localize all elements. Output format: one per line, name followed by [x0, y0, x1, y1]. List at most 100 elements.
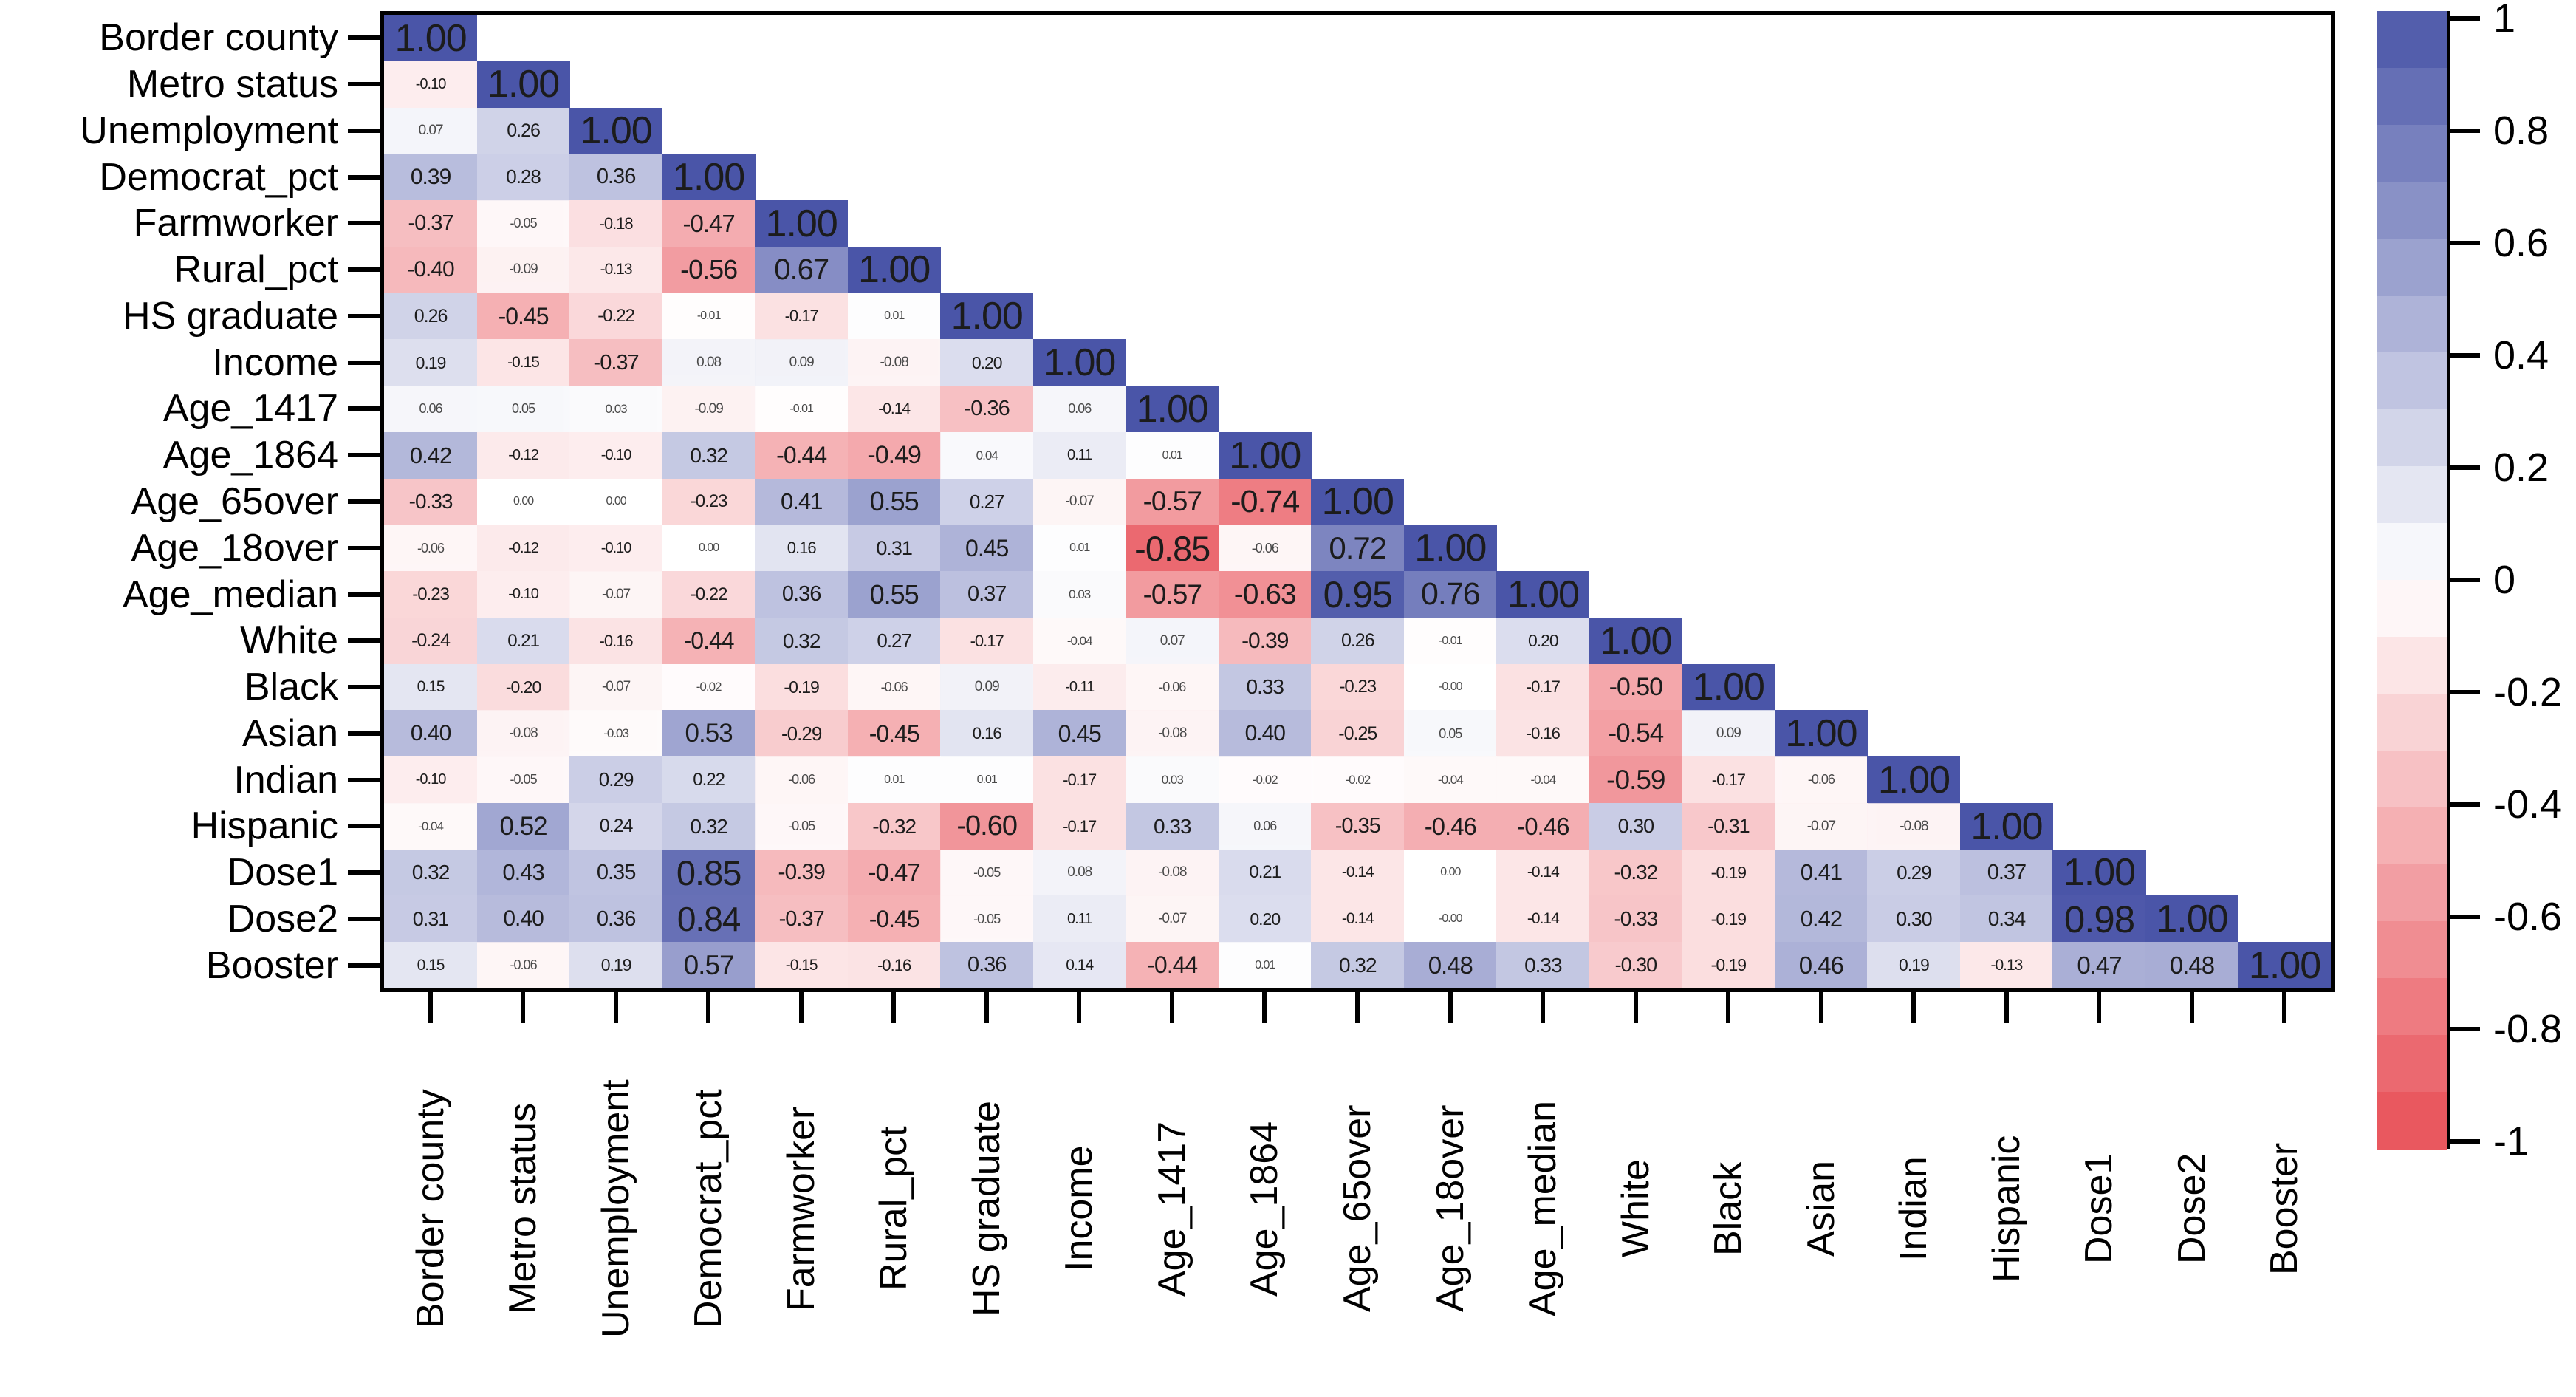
- matrix-cell: -0.17: [940, 617, 1034, 665]
- colorbar-tick: [2447, 16, 2480, 21]
- x-axis-tick: [798, 992, 804, 1023]
- matrix-cell: -0.02: [662, 663, 756, 711]
- matrix-cell: 1.00: [1311, 478, 1405, 525]
- matrix-cell: -0.37: [569, 339, 663, 386]
- matrix-cell: -0.06: [476, 942, 570, 989]
- x-axis-label: Indian: [1892, 1156, 1936, 1261]
- matrix-cell: 1.00: [1126, 386, 1219, 433]
- matrix-cell: -0.06: [1774, 756, 1868, 804]
- y-axis-tick: [348, 453, 380, 458]
- matrix-cell: 0.48: [1403, 942, 1497, 989]
- matrix-cell: 1.00: [1032, 339, 1126, 386]
- colorbar-tick-label: 0.8: [2493, 109, 2549, 153]
- x-axis-label: Age_median: [1521, 1101, 1565, 1316]
- matrix-cell: 0.00: [476, 478, 570, 525]
- matrix-cell: 0.33: [1126, 802, 1219, 850]
- matrix-cell: 0.47: [2052, 942, 2146, 989]
- matrix-cell: -0.01: [662, 293, 756, 340]
- matrix-cell: -0.37: [384, 200, 478, 247]
- matrix-cell: -0.85: [1126, 525, 1219, 572]
- matrix-cell: 0.00: [1403, 849, 1497, 897]
- colorbar-band: [2377, 694, 2447, 751]
- matrix-cell: 0.24: [569, 802, 663, 850]
- matrix-cell: -0.45: [847, 895, 941, 943]
- y-axis-tick: [348, 313, 380, 318]
- matrix-cell: -0.07: [1032, 478, 1126, 525]
- x-axis-tick: [521, 992, 526, 1023]
- y-axis-tick: [348, 128, 380, 133]
- matrix-cell: -0.06: [1126, 663, 1219, 711]
- matrix-cell: -0.08: [1867, 802, 1961, 850]
- x-axis-tick: [1541, 992, 1546, 1023]
- matrix-cell: -0.13: [569, 246, 663, 294]
- matrix-cell: 1.00: [847, 246, 941, 294]
- matrix-cell: 1.00: [1589, 617, 1682, 665]
- y-axis-tick: [348, 916, 380, 921]
- matrix-cell: 0.45: [940, 525, 1034, 572]
- colorbar-tick-label: 0: [2493, 558, 2516, 602]
- matrix-cell: -0.10: [476, 571, 570, 618]
- matrix-cell: 0.45: [1032, 710, 1126, 757]
- matrix-cell: -0.56: [662, 246, 756, 294]
- matrix-cell: -0.19: [1682, 895, 1775, 943]
- matrix-cell: -0.04: [384, 802, 478, 850]
- matrix-cell: 0.06: [384, 386, 478, 433]
- matrix-cell: -0.08: [847, 339, 941, 386]
- matrix-cell: -0.59: [1589, 756, 1682, 804]
- matrix-cell: 0.57: [662, 942, 756, 989]
- y-axis-label: HS graduate: [123, 294, 338, 338]
- colorbar-tick: [2447, 690, 2480, 694]
- colorbar-band: [2377, 864, 2447, 922]
- matrix-cell: -0.46: [1496, 802, 1590, 850]
- matrix-cell: 0.21: [1218, 849, 1312, 897]
- matrix-cell: 0.40: [476, 895, 570, 943]
- matrix-cell: -0.07: [1126, 895, 1219, 943]
- matrix-cell: -0.17: [1032, 756, 1126, 804]
- x-axis-tick: [2097, 992, 2102, 1023]
- x-axis-label: Farmworker: [779, 1106, 823, 1311]
- matrix-cell: 0.08: [1032, 849, 1126, 897]
- matrix-cell: 0.20: [940, 339, 1034, 386]
- matrix-cell: 0.09: [755, 339, 849, 386]
- matrix-cell: 0.15: [384, 942, 478, 989]
- x-axis-label: White: [1614, 1159, 1657, 1258]
- matrix-cell: 1.00: [2145, 895, 2239, 943]
- matrix-cell: 0.03: [1126, 756, 1219, 804]
- y-axis-tick: [348, 545, 380, 550]
- matrix-cell: 0.36: [569, 154, 663, 201]
- matrix-cell: 0.32: [1311, 942, 1405, 989]
- matrix-cell: 0.30: [1867, 895, 1961, 943]
- matrix-cell: 1.00: [755, 200, 849, 247]
- matrix-cell: -0.37: [755, 895, 849, 943]
- x-axis-label: Border county: [408, 1089, 452, 1328]
- y-axis-tick: [348, 174, 380, 180]
- matrix-cell: -0.14: [1496, 849, 1590, 897]
- matrix-cell: 0.33: [1496, 942, 1590, 989]
- matrix-cell: -0.06: [755, 756, 849, 804]
- x-axis-label: Income: [1058, 1145, 1101, 1272]
- matrix-cell: 1.00: [1218, 431, 1312, 479]
- matrix-cell: -0.10: [569, 525, 663, 572]
- colorbar-band: [2377, 807, 2447, 865]
- matrix-cell: -0.08: [1126, 849, 1219, 897]
- matrix-cell: -0.20: [476, 663, 570, 711]
- matrix-cell: 1.00: [2238, 942, 2332, 989]
- x-axis-label: Hispanic: [1984, 1135, 2028, 1282]
- matrix-cell: 0.95: [1311, 571, 1405, 618]
- matrix-cell: 0.41: [755, 478, 849, 525]
- x-axis-label: Democrat_pct: [687, 1089, 730, 1328]
- matrix-cell: 0.85: [662, 849, 756, 897]
- colorbar-tick: [2447, 578, 2480, 582]
- matrix-cell: 0.42: [384, 431, 478, 479]
- matrix-cell: -0.11: [1032, 663, 1126, 711]
- matrix-cell: 0.09: [940, 663, 1034, 711]
- matrix-cell: 0.26: [476, 107, 570, 154]
- matrix-cell: 0.01: [1032, 525, 1126, 572]
- x-axis-label: Age_1417: [1150, 1121, 1193, 1297]
- x-axis-label: Black: [1707, 1161, 1750, 1256]
- colorbar-tick: [2447, 802, 2480, 807]
- y-axis-tick: [348, 963, 380, 968]
- matrix-cell: -0.47: [662, 200, 756, 247]
- colorbar-tick-label: 0.2: [2493, 445, 2549, 490]
- x-axis-tick: [428, 992, 433, 1023]
